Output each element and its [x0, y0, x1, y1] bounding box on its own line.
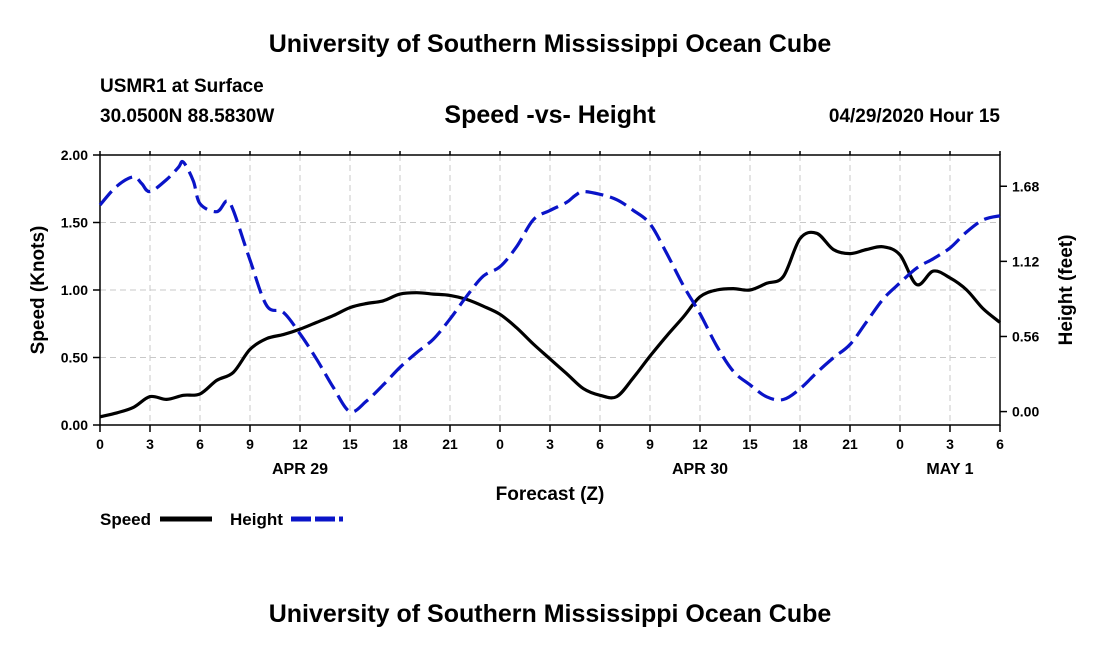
left-y-axis-label: Speed (Knots) [28, 226, 49, 355]
x-tick-label: 12 [292, 436, 308, 452]
x-tick-label: 6 [996, 436, 1004, 452]
left-y-tick-label: 2.00 [61, 147, 88, 163]
x-tick-label: 0 [96, 436, 104, 452]
x-tick-label: 9 [646, 436, 654, 452]
left-y-tick-label: 0.00 [61, 417, 88, 433]
x-tick-label: 0 [496, 436, 504, 452]
x-tick-label: 12 [692, 436, 708, 452]
x-tick-label: 15 [342, 436, 358, 452]
x-axis-label: Forecast (Z) [496, 484, 605, 505]
forecast-datetime: 04/29/2020 Hour 15 [828, 106, 1000, 127]
x-tick-label: 18 [392, 436, 408, 452]
footer-title: University of Southern Mississippi Ocean… [268, 600, 832, 628]
left-y-tick-label: 0.50 [61, 350, 88, 366]
x-tick-label: 6 [596, 436, 604, 452]
series-line-height [98, 159, 1001, 414]
left-y-tick-label: 1.00 [61, 282, 88, 298]
right-y-axis-label: Height (feet) [1056, 235, 1077, 346]
right-y-tick-label: 1.68 [1012, 178, 1039, 194]
page-title: University of Southern Mississippi Ocean… [268, 30, 832, 58]
right-y-tick-label: 0.56 [1012, 328, 1039, 344]
x-tick-label: 15 [742, 436, 758, 452]
x-tick-label: 3 [546, 436, 554, 452]
right-y-tick-label: 1.12 [1012, 253, 1039, 269]
left-y-tick-label: 1.50 [61, 215, 88, 231]
x-tick-label: 6 [196, 436, 204, 452]
legend-label-height: Height [230, 510, 283, 529]
x-tick-label: 21 [842, 436, 858, 452]
legend-label-speed: Speed [100, 510, 151, 529]
station-label: USMR1 at Surface [100, 76, 264, 97]
chart-subtitle: Speed -vs- Height [444, 101, 656, 129]
x-tick-label: 21 [442, 436, 458, 452]
right-y-tick-label: 0.00 [1012, 404, 1039, 420]
station-coordinates: 30.0500N 88.5830W [100, 106, 275, 127]
x-tick-label: 3 [146, 436, 154, 452]
date-label: APR 29 [272, 461, 328, 478]
series-line-speed [99, 230, 1002, 419]
x-tick-label: 0 [896, 436, 904, 452]
date-label: APR 30 [672, 461, 728, 478]
date-label: MAY 1 [926, 461, 973, 478]
x-tick-label: 18 [792, 436, 808, 452]
x-tick-label: 3 [946, 436, 954, 452]
x-tick-label: 9 [246, 436, 254, 452]
